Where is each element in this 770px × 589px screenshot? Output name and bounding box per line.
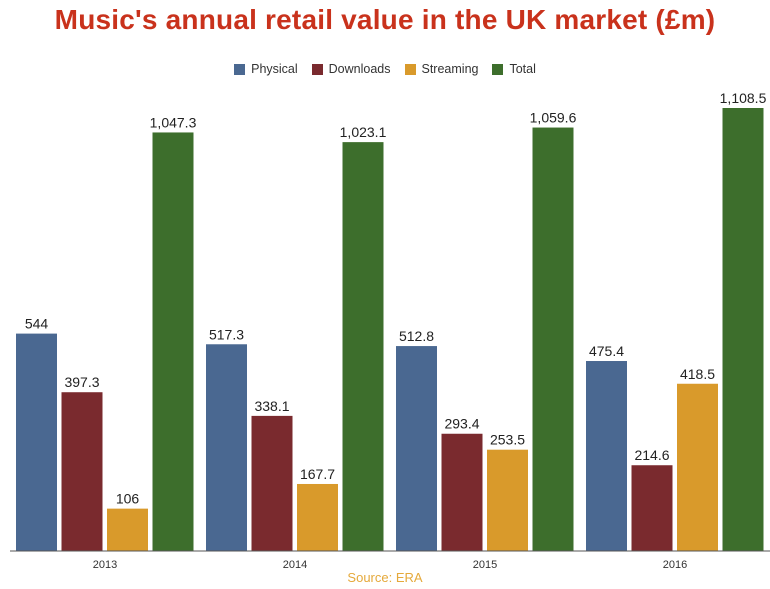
source-note: Source: ERA xyxy=(347,570,423,585)
data-label-streaming-2014: 167.7 xyxy=(300,466,335,482)
data-label-total-2014: 1,023.1 xyxy=(340,124,387,140)
bar-total-2016 xyxy=(722,108,764,551)
data-label-total-2016: 1,108.5 xyxy=(720,90,767,106)
x-tick-label-2013: 2013 xyxy=(93,559,117,571)
data-label-total-2015: 1,059.6 xyxy=(530,110,577,126)
data-label-physical-2013: 544 xyxy=(25,316,49,332)
data-label-physical-2015: 512.8 xyxy=(399,328,434,344)
bar-physical-2015 xyxy=(396,346,437,551)
x-tick-label-2015: 2015 xyxy=(473,559,497,571)
bar-downloads-2016 xyxy=(631,465,673,551)
bar-total-2013 xyxy=(152,132,194,551)
legend-swatch-downloads xyxy=(311,63,323,75)
bar-total-2015 xyxy=(532,127,574,551)
bar-physical-2016 xyxy=(586,361,627,551)
chart-title: Music's annual retail value in the UK ma… xyxy=(54,4,716,35)
bar-downloads-2014 xyxy=(251,415,293,551)
bar-downloads-2013 xyxy=(61,392,103,551)
data-label-downloads-2015: 293.4 xyxy=(444,416,479,432)
legend-item-downloads: Downloads xyxy=(311,62,391,76)
legend-swatch-total xyxy=(492,63,504,75)
data-label-streaming-2016: 418.5 xyxy=(680,366,715,382)
bar-streaming-2016 xyxy=(677,383,718,551)
bar-streaming-2015 xyxy=(487,449,528,551)
legend-item-streaming: Streaming xyxy=(404,62,479,76)
legend-label-streaming: Streaming xyxy=(421,62,479,76)
x-tick-label-2016: 2016 xyxy=(663,559,687,571)
data-label-streaming-2015: 253.5 xyxy=(490,432,525,448)
x-tick-label-2014: 2014 xyxy=(283,559,307,571)
data-label-physical-2014: 517.3 xyxy=(209,326,244,342)
bar-streaming-2014 xyxy=(297,483,338,551)
legend-label-downloads: Downloads xyxy=(328,62,391,76)
data-label-streaming-2013: 106 xyxy=(116,491,140,507)
legend-label-total: Total xyxy=(509,62,536,76)
bar-downloads-2015 xyxy=(441,433,483,551)
bar-physical-2013 xyxy=(16,333,57,551)
data-label-physical-2016: 475.4 xyxy=(589,343,624,359)
legend-label-physical: Physical xyxy=(251,62,298,76)
bar-total-2014 xyxy=(342,142,384,551)
legend-swatch-physical xyxy=(234,63,246,75)
legend-item-physical: Physical xyxy=(234,62,298,76)
legend-swatch-streaming xyxy=(404,63,416,75)
data-label-downloads-2016: 214.6 xyxy=(634,447,669,463)
data-label-downloads-2013: 397.3 xyxy=(64,374,99,390)
bar-streaming-2013 xyxy=(107,508,148,551)
legend-item-total: Total xyxy=(492,62,536,76)
legend: Physical Downloads Streaming Total xyxy=(0,62,770,76)
data-label-total-2013: 1,047.3 xyxy=(150,114,197,130)
bar-physical-2014 xyxy=(206,344,247,551)
data-label-downloads-2014: 338.1 xyxy=(254,398,289,414)
